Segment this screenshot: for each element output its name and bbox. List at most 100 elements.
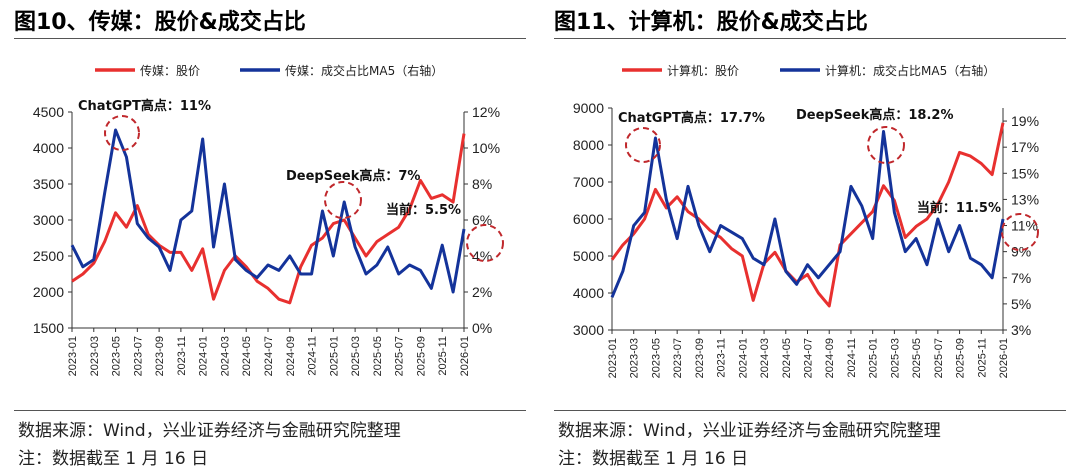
x-tick-label: 2024-07: [263, 336, 275, 376]
right-tick-label: 13%: [1011, 191, 1039, 207]
stock-price-line: [71, 133, 466, 305]
x-tick-label: 2025-07: [933, 338, 945, 378]
x-tick-label: 2025-03: [350, 336, 362, 376]
x-tick-label: 2024-01: [198, 336, 210, 376]
divider: [554, 410, 1066, 411]
right-tick-label: 0%: [472, 320, 492, 336]
x-tick-label: 2025-01: [328, 336, 340, 376]
highlight-circle: [104, 115, 140, 151]
annotation-label: 当前：5.5%: [386, 202, 461, 218]
x-tick-label: 2026-01: [998, 338, 1010, 378]
highlight-circle: [1001, 213, 1039, 251]
left-tick-label: 1500: [33, 320, 64, 336]
annotation-label: DeepSeek高点：7%: [286, 168, 420, 184]
x-tick-label: 2024-11: [307, 336, 319, 376]
left-tick-label: 3000: [573, 322, 604, 338]
annotation-label: ChatGPT高点：11%: [78, 98, 211, 114]
right-tick-label: 6%: [472, 212, 492, 228]
x-tick-label: 2025-11: [437, 336, 449, 376]
divider: [14, 410, 526, 411]
right-tick-label: 10%: [472, 140, 500, 156]
x-tick-label: 2026-01: [459, 336, 471, 376]
left-tick-label: 3000: [33, 212, 64, 228]
x-tick-label: 2024-01: [737, 338, 749, 378]
left-tick-label: 4500: [33, 104, 64, 120]
x-tick-label: 2025-01: [868, 338, 880, 378]
x-tick-label: 2025-05: [372, 336, 384, 376]
x-tick-label: 2024-03: [219, 336, 231, 376]
right-tick-label: 8%: [472, 176, 492, 192]
x-tick-label: 2025-03: [889, 338, 901, 378]
x-tick-label: 2024-09: [285, 336, 297, 376]
left-tick-label: 2000: [33, 284, 64, 300]
left-tick-label: 4000: [573, 285, 604, 301]
x-tick-label: 2024-07: [803, 338, 815, 378]
turnover-share-line: [70, 128, 466, 294]
right-tick-label: 12%: [472, 104, 500, 120]
x-tick-label: 2023-07: [672, 338, 684, 378]
right-tick-label: 19%: [1011, 113, 1039, 129]
x-tick-label: 2024-03: [759, 338, 771, 378]
x-tick-label: 2023-11: [176, 336, 188, 376]
divider: [554, 38, 1066, 39]
x-tick-label: 2023-09: [154, 336, 166, 376]
source-text: 数据来源：Wind，兴业证券经济与金融研究院整理: [18, 421, 401, 441]
x-tick-label: 2023-03: [629, 338, 641, 378]
right-tick-label: 7%: [1011, 270, 1031, 286]
right-tick-label: 5%: [1011, 296, 1031, 312]
left-tick-label: 3500: [33, 176, 64, 192]
x-tick-label: 2023-07: [132, 336, 144, 376]
x-tick-label: 2025-11: [976, 338, 988, 378]
note-text: 注：数据截至 1 月 16 日: [18, 449, 209, 469]
highlight-circle: [625, 127, 661, 163]
source-text: 数据来源：Wind，兴业证券经济与金融研究院整理: [558, 421, 941, 441]
media-panel: 图10、传媒：股价&成交占比 数据来源：Wind，兴业证券经济与金融研究院整理 …: [14, 10, 526, 469]
turnover-share-line: [610, 130, 1005, 298]
annotation-label: DeepSeek高点：18.2%: [796, 107, 953, 123]
left-tick-label: 6000: [573, 211, 604, 227]
x-tick-label: 2023-05: [111, 336, 123, 376]
x-tick-label: 2025-09: [955, 338, 967, 378]
highlight-circle: [466, 224, 504, 262]
x-tick-label: 2024-05: [781, 338, 793, 378]
x-tick-label: 2023-01: [67, 336, 79, 376]
divider: [14, 38, 526, 39]
left-tick-label: 9000: [573, 100, 604, 116]
x-tick-label: 2023-09: [694, 338, 706, 378]
x-tick-label: 2023-03: [89, 336, 101, 376]
left-tick-label: 8000: [573, 137, 604, 153]
x-tick-label: 2023-05: [650, 338, 662, 378]
x-tick-label: 2025-07: [394, 336, 406, 376]
annotation-label: 当前：11.5%: [917, 200, 1001, 216]
annotation-label: ChatGPT高点：17.7%: [618, 110, 765, 126]
computer-panel: 图11、计算机：股价&成交占比 数据来源：Wind，兴业证券经济与金融研究院整理…: [540, 0, 1080, 472]
right-tick-label: 15%: [1011, 165, 1039, 181]
right-tick-label: 3%: [1011, 322, 1031, 338]
x-tick-label: 2023-11: [716, 338, 728, 378]
legend-label: 计算机：股价: [667, 63, 739, 78]
highlight-circle: [324, 181, 362, 219]
chart-title: 图11、计算机：股价&成交占比: [554, 10, 868, 35]
note-text: 注：数据截至 1 月 16 日: [558, 449, 749, 469]
legend-label: 计算机：成交占比MA5（右轴）: [825, 63, 995, 78]
x-tick-label: 2024-09: [824, 338, 836, 378]
x-tick-label: 2023-01: [607, 338, 619, 378]
left-tick-label: 7000: [573, 174, 604, 190]
right-tick-label: 9%: [1011, 244, 1031, 260]
chart-title: 图10、传媒：股价&成交占比: [14, 10, 306, 35]
x-tick-label: 2024-05: [241, 336, 253, 376]
left-tick-label: 2500: [33, 248, 64, 264]
legend-label: 传媒：成交占比MA5（右轴）: [285, 63, 443, 78]
left-tick-label: 5000: [573, 248, 604, 264]
x-tick-label: 2025-09: [415, 336, 427, 376]
right-tick-label: 2%: [472, 284, 492, 300]
right-tick-label: 11%: [1011, 218, 1038, 234]
x-tick-label: 2024-11: [846, 338, 858, 378]
stock-price-line: [610, 122, 1005, 308]
left-tick-label: 4000: [33, 140, 64, 156]
highlight-circle: [867, 126, 905, 164]
x-tick-label: 2025-05: [911, 338, 923, 378]
right-tick-label: 17%: [1011, 139, 1039, 155]
legend-label: 传媒：股价: [140, 63, 200, 78]
